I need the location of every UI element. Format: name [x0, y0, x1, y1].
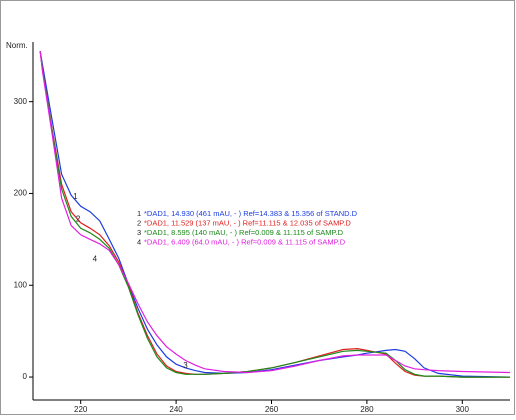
- curve-label: 4: [93, 255, 98, 264]
- spectrum-line: [39, 51, 510, 378]
- x-tick-label: 220: [74, 405, 88, 414]
- curve-label: 1: [73, 192, 78, 201]
- y-tick-label: 100: [14, 280, 28, 289]
- y-axis-label: Norm.: [6, 41, 28, 50]
- y-tick-label: 200: [14, 189, 28, 198]
- legend-entry: *DAD1, 14.930 (461 mAU, - ) Ref=14.383 &…: [144, 209, 358, 218]
- legend-number: 3: [137, 228, 141, 237]
- legend-entry: *DAD1, 6.409 (64.0 mAU, - ) Ref=0.009 & …: [144, 237, 346, 246]
- curve-label: 3: [183, 361, 188, 370]
- legend-entry: *DAD1, 8.595 (140 mAU, - ) Ref=0.009 & 1…: [144, 228, 344, 237]
- y-tick-label: 0: [23, 372, 28, 381]
- x-tick-label: 280: [360, 405, 374, 414]
- spectrum-line: [39, 51, 511, 374]
- curve-label: 2: [76, 214, 81, 223]
- legend-number: 1: [137, 209, 141, 218]
- x-tick-label: 300: [456, 405, 470, 414]
- legend-number: 2: [137, 218, 141, 227]
- legend-number: 4: [137, 237, 141, 246]
- spectrum-line: [39, 51, 511, 378]
- y-tick-label: 300: [14, 97, 28, 106]
- legend-entry: *DAD1, 11.529 (137 mAU, - ) Ref=11.115 &…: [144, 218, 351, 227]
- x-tick-label: 240: [169, 405, 183, 414]
- x-tick-label: 260: [265, 405, 279, 414]
